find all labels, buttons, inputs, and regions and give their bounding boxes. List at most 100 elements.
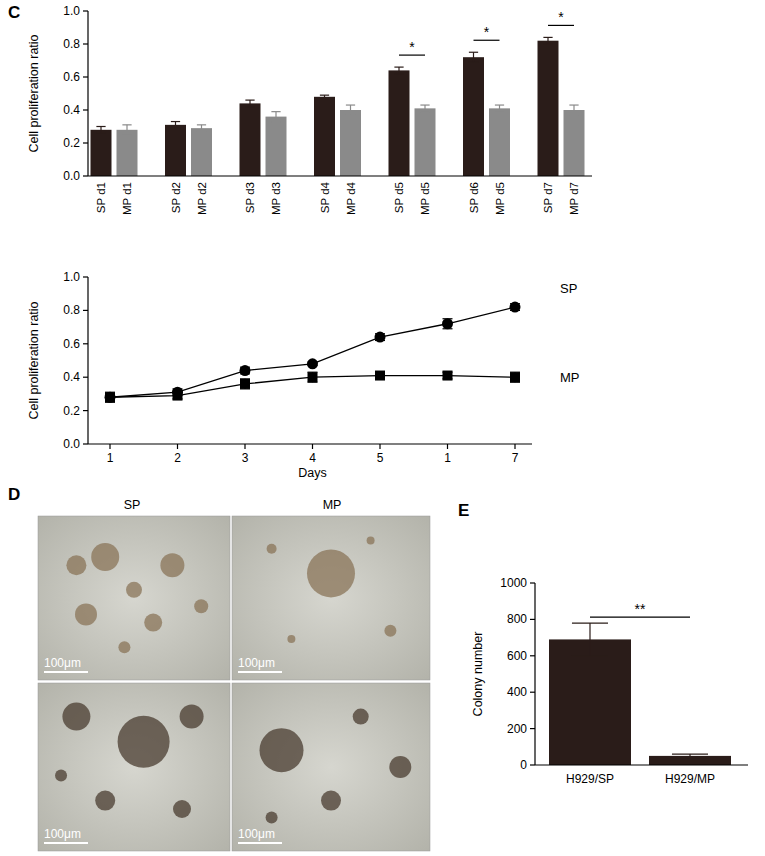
error-cap xyxy=(569,114,578,115)
error-cap xyxy=(672,757,708,758)
y-tick xyxy=(83,310,88,311)
marker xyxy=(308,372,318,382)
scale-bar-label: 100μm xyxy=(238,656,275,670)
x-tick-label: H929/MP xyxy=(665,772,715,786)
error-cap xyxy=(122,134,131,135)
bar xyxy=(117,130,138,176)
significance-label: * xyxy=(484,24,490,40)
marker xyxy=(105,392,116,403)
x-tick-label: MP d1 xyxy=(121,182,133,215)
error-bar xyxy=(443,319,453,329)
marker xyxy=(442,318,453,329)
scale-bar xyxy=(238,671,282,673)
marker xyxy=(375,371,385,381)
error-bar xyxy=(569,105,578,115)
y-tick xyxy=(83,10,88,11)
micrograph: 100μm xyxy=(232,516,430,680)
colony xyxy=(66,555,86,575)
error-bar xyxy=(197,125,206,132)
y-tick-label: 0 xyxy=(520,758,527,772)
error-stem xyxy=(424,105,425,112)
panel-label: E xyxy=(458,501,469,520)
y-axis xyxy=(87,11,88,176)
x-tick-label: SP d6 xyxy=(468,182,480,213)
error-bar xyxy=(469,52,478,62)
colony xyxy=(118,641,130,653)
y-axis xyxy=(87,277,88,444)
marker xyxy=(240,365,251,376)
colony xyxy=(266,811,278,823)
y-tick xyxy=(530,728,535,729)
error-cap xyxy=(320,98,329,99)
error-bar xyxy=(495,105,504,112)
image-area xyxy=(232,516,430,680)
x-tick-label: MP d7 xyxy=(568,182,580,215)
error-cap xyxy=(122,124,131,125)
y-tick-label: 0.6 xyxy=(63,70,80,84)
colony xyxy=(95,791,115,811)
y-tick-label: 0.6 xyxy=(63,337,80,351)
colony xyxy=(55,769,67,781)
scale-bar xyxy=(238,842,282,844)
bar xyxy=(266,117,287,176)
series-label: SP xyxy=(560,281,577,296)
error-stem xyxy=(398,67,399,74)
image-column-label: SP xyxy=(124,498,141,512)
series-group xyxy=(105,302,521,403)
bar xyxy=(191,128,212,176)
error-bar xyxy=(320,95,329,98)
y-tick-label: 1.0 xyxy=(63,4,80,18)
y-tick-label: 0.4 xyxy=(63,103,80,117)
x-tick xyxy=(109,444,110,449)
micrograph: 100μm xyxy=(38,683,230,851)
x-tick-label: 7 xyxy=(512,451,519,465)
image-area xyxy=(232,683,430,851)
error-cap xyxy=(420,104,429,105)
colony xyxy=(180,705,204,729)
panel-label: D xyxy=(8,485,20,504)
y-tick xyxy=(530,764,535,765)
error-bar xyxy=(672,754,708,758)
y-tick-label: 0.8 xyxy=(63,37,80,51)
significance-label: * xyxy=(409,39,415,55)
error-bar xyxy=(271,112,280,122)
figure: CDESP d1MP d1SP d2MP d2SP d3MP d3SP d4MP… xyxy=(0,0,765,856)
x-tick-label: 5 xyxy=(377,451,384,465)
error-stem xyxy=(126,125,127,135)
error-bar xyxy=(245,100,254,107)
x-tick-label: 1 xyxy=(444,451,451,465)
bars xyxy=(549,623,731,765)
error-cap xyxy=(394,73,403,74)
bar xyxy=(389,70,410,176)
marker xyxy=(375,332,386,343)
error-bar xyxy=(171,122,180,129)
colony xyxy=(260,728,304,772)
colony xyxy=(62,703,90,731)
error-bar xyxy=(394,67,403,74)
colony xyxy=(389,756,411,778)
scale-bar-label: 100μm xyxy=(238,827,275,841)
series-label: MP xyxy=(560,370,580,385)
error-bar xyxy=(105,392,115,402)
x-tick-label: SP d7 xyxy=(542,182,554,213)
x-tick-label: MP d3 xyxy=(270,182,282,215)
error-cap xyxy=(320,95,329,96)
y-tick-label: 0.8 xyxy=(63,303,80,317)
error-cap xyxy=(245,99,254,100)
error-stem xyxy=(573,105,574,115)
error-cap xyxy=(271,111,280,112)
error-cap xyxy=(572,622,608,623)
bar xyxy=(463,57,484,176)
x-tick-label: H929/SP xyxy=(566,772,614,786)
colony xyxy=(75,603,97,625)
x-axis xyxy=(88,175,592,176)
error-cap xyxy=(197,124,206,125)
marker xyxy=(105,392,115,402)
x-tick-label: 3 xyxy=(242,451,249,465)
error-stem xyxy=(499,105,500,112)
y-tick-label: 200 xyxy=(507,722,527,736)
error-bar xyxy=(240,379,250,389)
y-tick xyxy=(83,76,88,77)
y-tick xyxy=(83,443,88,444)
error-cap xyxy=(469,62,478,63)
